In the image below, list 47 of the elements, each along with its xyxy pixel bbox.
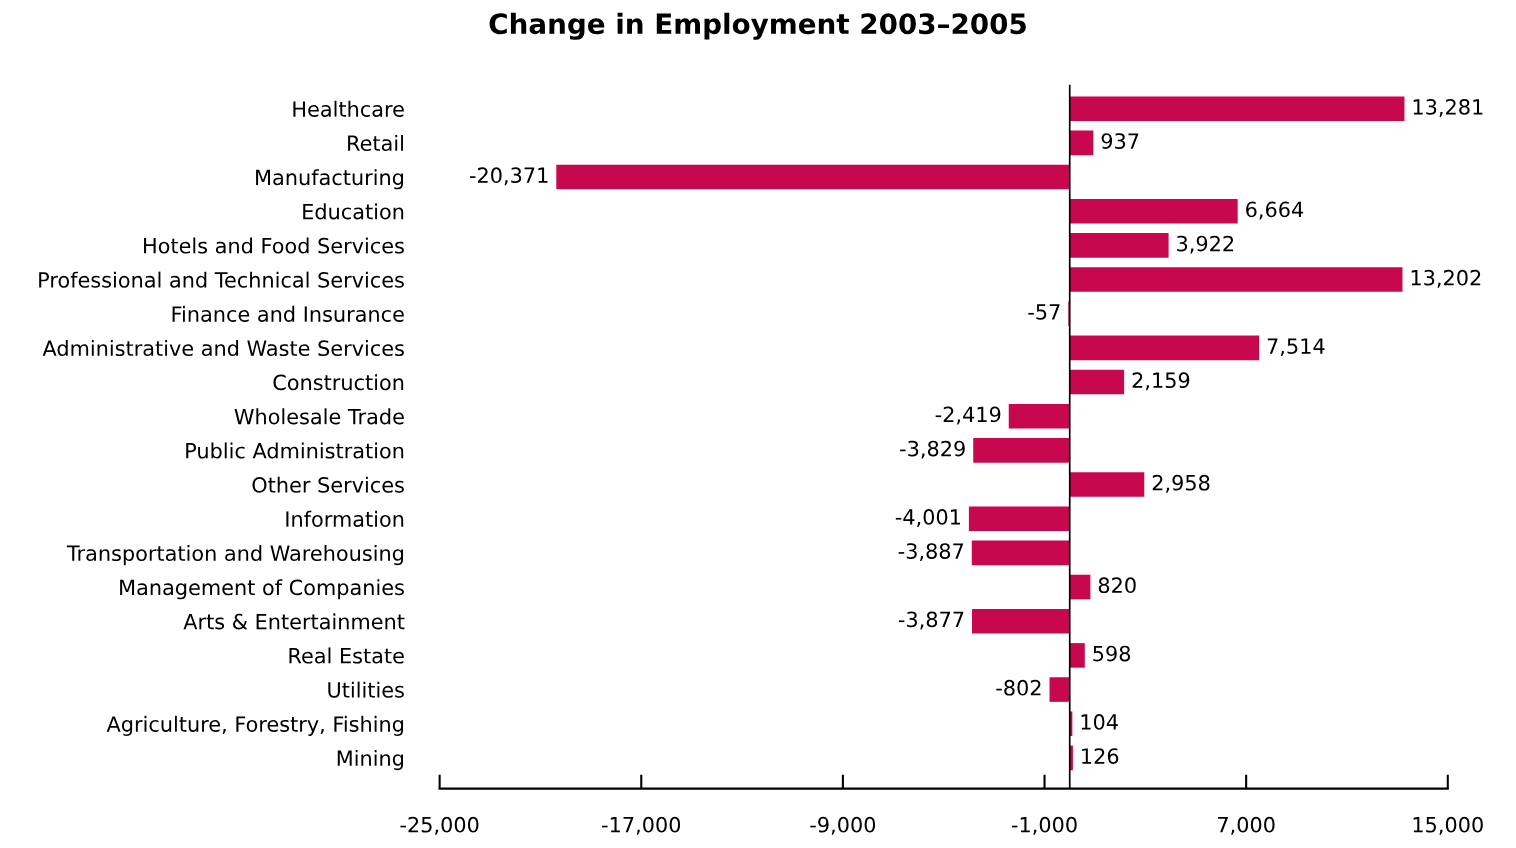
x-tick-label: -17,000 — [602, 816, 681, 835]
data-label: -2,419 — [935, 406, 1001, 425]
data-label: -3,877 — [898, 611, 964, 630]
y-tick-label: Education — [303, 203, 404, 220]
y-tick-label: Finance and Insurance — [172, 305, 404, 322]
y-tick-label: Manufacturing — [256, 169, 404, 190]
y-tick-label: Mining — [337, 749, 404, 771]
data-label: 104 — [1081, 714, 1118, 730]
data-label: -3,829 — [900, 440, 965, 459]
data-label: 6,664 — [1246, 201, 1304, 220]
y-tick-label: Construction — [273, 374, 404, 391]
data-label: 2,159 — [1132, 372, 1190, 391]
y-tick-label: Wholesale Trade — [234, 408, 404, 425]
data-label: 13,281 — [1413, 99, 1483, 117]
data-label: 2,958 — [1152, 474, 1210, 493]
y-tick-label: Real Estate — [289, 647, 404, 664]
y-tick-label: Administrative and Waste Services — [42, 339, 404, 357]
data-label: 3,922 — [1177, 235, 1234, 254]
x-tick-label: -9,000 — [810, 816, 876, 835]
data-label: 820 — [1098, 577, 1136, 594]
x-tick-label: 7,000 — [1218, 816, 1275, 835]
data-label: -20,371 — [469, 167, 548, 186]
data-label: -3,887 — [898, 543, 964, 562]
data-label: -802 — [996, 679, 1041, 696]
chart-title: Change in Employment 2003–2005 — [489, 12, 1026, 40]
x-tick-label: 15,000 — [1413, 816, 1483, 835]
data-label: 7,514 — [1267, 338, 1325, 357]
data-label: 937 — [1101, 133, 1139, 149]
data-label: -57 — [1028, 304, 1060, 320]
data-label: 598 — [1093, 645, 1131, 662]
y-tick-label: Professional and Technical Services — [39, 271, 404, 288]
y-tick-label: Public Administration — [186, 442, 404, 459]
y-tick-label: Hotels and Food Services — [144, 237, 404, 254]
y-tick-label: Information — [286, 510, 404, 527]
y-tick-label: Healthcare — [293, 100, 404, 117]
y-tick-label: Utilities — [328, 681, 404, 698]
data-label: 13,202 — [1411, 269, 1481, 288]
y-tick-label: Arts & Entertainment — [183, 613, 405, 630]
y-tick-label: Other Services — [252, 476, 404, 493]
data-label: -4,001 — [895, 509, 961, 527]
x-tick-label: -25,000 — [400, 816, 479, 835]
y-tick-label: Transportation and Warehousing — [66, 544, 404, 566]
y-tick-label: Management of Companies — [120, 579, 404, 600]
y-tick-label: Retail — [348, 134, 403, 152]
y-tick-label: Agriculture, Forestry, Fishing — [106, 715, 404, 736]
x-tick-label: -1,000 — [1011, 816, 1077, 835]
data-label: 126 — [1082, 748, 1119, 764]
